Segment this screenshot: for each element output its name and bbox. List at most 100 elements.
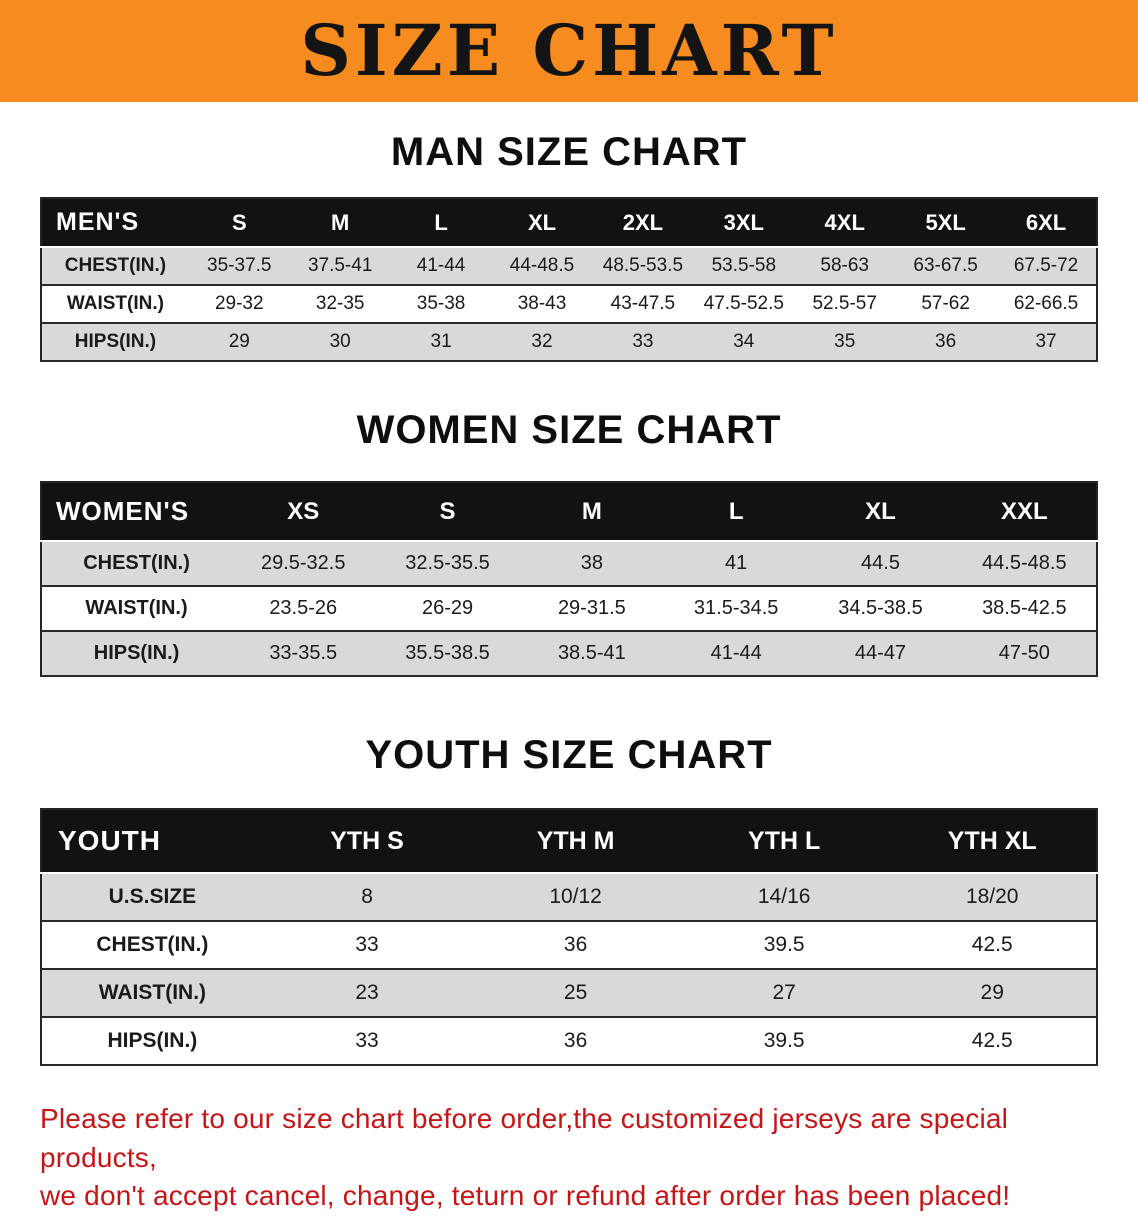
row-label-cell: WAIST(IN.) [41, 969, 263, 1018]
youth-section-heading: YOUTH SIZE CHART [365, 733, 773, 777]
row-label-cell: HIPS(IN.) [41, 323, 189, 362]
table-header-row: YOUTH YTH S YTH M YTH L YTH XL [41, 809, 1097, 874]
table-row: WAIST(IN.) 23.5-26 26-29 29-31.5 31.5-34.5 34… [41, 586, 1097, 632]
row-label-cell: CHEST(IN.) [41, 247, 189, 286]
value-cell: 67.5-72 [996, 247, 1097, 286]
table-row: CHEST(IN.) 35-37.5 37.5-41 41-44 44-48.5 48.5… [41, 247, 1097, 286]
value-cell: 62-66.5 [996, 285, 1097, 324]
table-title-cell: MEN'S [41, 198, 189, 248]
value-cell: 33 [262, 921, 472, 970]
value-cell: 35 [794, 323, 896, 362]
table-row: WAIST(IN.) 23 25 27 29 [41, 969, 1097, 1018]
value-cell: 8 [262, 873, 472, 922]
value-cell: 48.5-53.5 [592, 247, 694, 286]
value-cell: 31 [390, 323, 492, 362]
men-section-heading: MAN SIZE CHART [390, 130, 748, 174]
size-header-cell: L [664, 482, 809, 542]
size-header-cell: L [390, 198, 492, 248]
size-header-cell: M [519, 482, 665, 542]
value-cell: 29.5-32.5 [231, 541, 376, 587]
size-chart-banner: SIZE CHART [0, 0, 1138, 102]
table-header-row: MEN'S S M L XL 2XL 3XL 4XL 5XL 6XL [41, 198, 1097, 248]
value-cell: 36 [471, 921, 680, 970]
men-section: MAN SIZE CHART MEN'S S M L XL 2XL 3XL 4XL 5XL 6XL… [0, 130, 1138, 362]
value-cell: 35.5-38.5 [375, 631, 520, 677]
table-title-cell: YOUTH [41, 809, 263, 874]
footnote: Please refer to our size chart before or… [40, 1100, 1110, 1216]
size-header-cell: YTH S [262, 809, 472, 874]
value-cell: 10/12 [471, 873, 680, 922]
value-cell: 29 [188, 323, 290, 362]
table-row: WAIST(IN.) 29-32 32-35 35-38 38-43 43-47.5 47.… [41, 285, 1097, 324]
youth-size-table: YOUTH YTH S YTH M YTH L YTH XL U.S.SIZE 8 10/12… [40, 808, 1098, 1066]
row-label-cell: WAIST(IN.) [41, 285, 189, 324]
table-header-row: WOMEN'S XS S M L XL XXL [41, 482, 1097, 542]
value-cell: 33-35.5 [231, 631, 376, 677]
value-cell: 57-62 [895, 285, 997, 324]
table-row: U.S.SIZE 8 10/12 14/16 18/20 [41, 873, 1097, 922]
table-title-cell: WOMEN'S [41, 482, 232, 542]
value-cell: 38.5-42.5 [952, 586, 1097, 632]
value-cell: 29-32 [188, 285, 290, 324]
value-cell: 47-50 [952, 631, 1097, 677]
size-header-cell: YTH M [471, 809, 680, 874]
value-cell: 44-48.5 [491, 247, 593, 286]
size-header-cell: XL [491, 198, 593, 248]
size-header-cell: 5XL [895, 198, 997, 248]
value-cell: 47.5-52.5 [693, 285, 795, 324]
value-cell: 41-44 [664, 631, 809, 677]
row-label-cell: WAIST(IN.) [41, 586, 232, 632]
row-label-cell: U.S.SIZE [41, 873, 263, 922]
size-header-cell: 2XL [592, 198, 694, 248]
value-cell: 39.5 [679, 921, 889, 970]
value-cell: 37 [996, 323, 1097, 362]
size-header-cell: XXL [952, 482, 1097, 542]
banner-title: SIZE CHART [300, 9, 838, 92]
row-label-cell: CHEST(IN.) [41, 541, 232, 587]
value-cell: 23.5-26 [231, 586, 376, 632]
value-cell: 37.5-41 [289, 247, 391, 286]
women-section-heading: WOMEN SIZE CHART [356, 408, 782, 452]
value-cell: 32 [491, 323, 593, 362]
row-label-cell: HIPS(IN.) [41, 631, 232, 677]
value-cell: 18/20 [888, 873, 1097, 922]
table-row: HIPS(IN.) 29 30 31 32 33 34 35 36 37 [41, 323, 1097, 362]
women-section: WOMEN SIZE CHART WOMEN'S XS S M L XL XXL CHEST(… [0, 408, 1138, 677]
value-cell: 32-35 [289, 285, 391, 324]
value-cell: 30 [289, 323, 391, 362]
value-cell: 63-67.5 [895, 247, 997, 286]
row-label-cell: HIPS(IN.) [41, 1017, 263, 1066]
value-cell: 33 [592, 323, 694, 362]
women-size-table: WOMEN'S XS S M L XL XXL CHEST(IN.) 29.5-32.5 32.5… [40, 481, 1098, 677]
value-cell: 23 [262, 969, 472, 1018]
value-cell: 14/16 [679, 873, 889, 922]
value-cell: 52.5-57 [794, 285, 896, 324]
size-header-cell: 3XL [693, 198, 795, 248]
value-cell: 26-29 [375, 586, 520, 632]
size-header-cell: M [289, 198, 391, 248]
size-header-cell: YTH XL [888, 809, 1097, 874]
value-cell: 29 [888, 969, 1097, 1018]
size-header-cell: 4XL [794, 198, 896, 248]
table-row: HIPS(IN.) 33 36 39.5 42.5 [41, 1017, 1097, 1066]
value-cell: 44.5-48.5 [952, 541, 1097, 587]
value-cell: 27 [679, 969, 889, 1018]
value-cell: 53.5-58 [693, 247, 795, 286]
value-cell: 41 [664, 541, 809, 587]
value-cell: 35-38 [390, 285, 492, 324]
value-cell: 32.5-35.5 [375, 541, 520, 587]
value-cell: 35-37.5 [188, 247, 290, 286]
value-cell: 42.5 [888, 1017, 1097, 1066]
footnote-line-2: we don't accept cancel, change, teturn o… [40, 1180, 1011, 1212]
men-size-table: MEN'S S M L XL 2XL 3XL 4XL 5XL 6XL CHEST(IN.) 35-37… [40, 197, 1098, 362]
size-header-cell: S [375, 482, 520, 542]
value-cell: 36 [471, 1017, 680, 1066]
size-header-cell: YTH L [679, 809, 889, 874]
value-cell: 39.5 [679, 1017, 889, 1066]
value-cell: 38 [519, 541, 665, 587]
table-row: HIPS(IN.) 33-35.5 35.5-38.5 38.5-41 41-44 44-… [41, 631, 1097, 677]
value-cell: 44-47 [808, 631, 953, 677]
size-header-cell: 6XL [996, 198, 1097, 248]
value-cell: 58-63 [794, 247, 896, 286]
value-cell: 36 [895, 323, 997, 362]
